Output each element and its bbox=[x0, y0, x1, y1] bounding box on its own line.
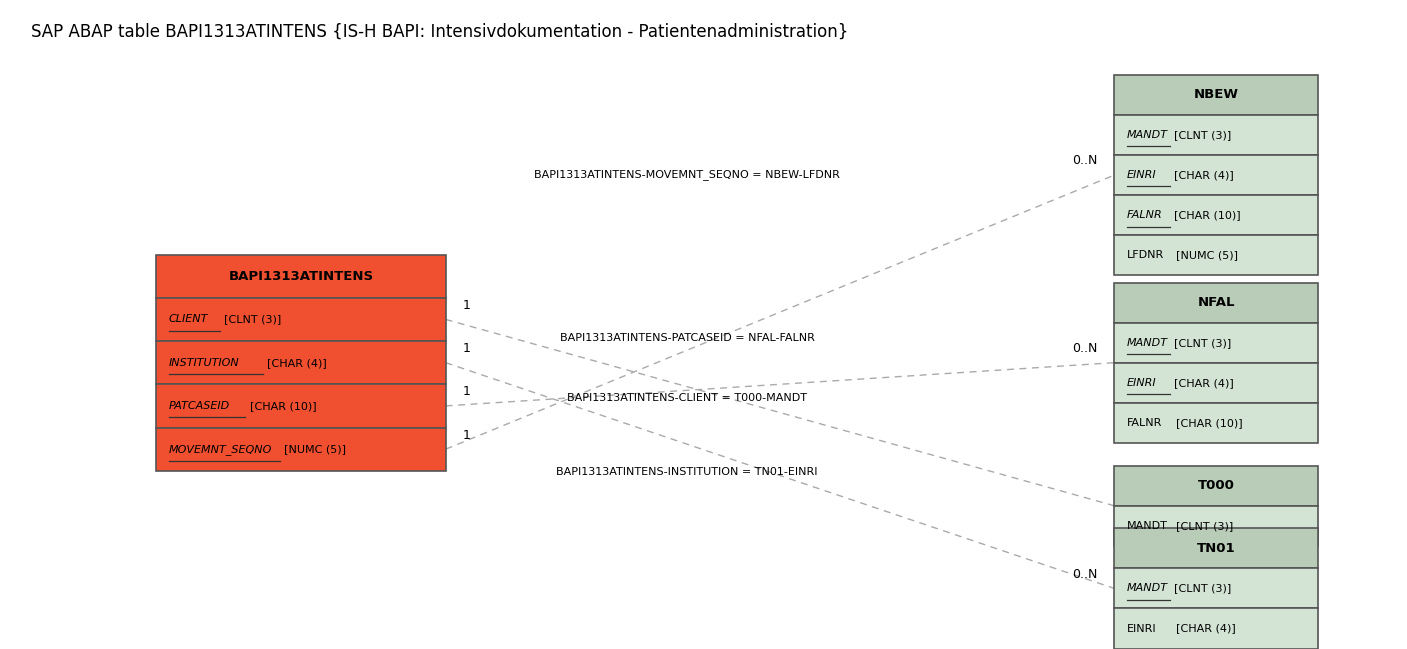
FancyBboxPatch shape bbox=[1114, 75, 1318, 115]
Text: FALNR: FALNR bbox=[1127, 210, 1162, 220]
FancyBboxPatch shape bbox=[156, 298, 446, 341]
FancyBboxPatch shape bbox=[1114, 235, 1318, 275]
Text: [CHAR (4)]: [CHAR (4)] bbox=[1173, 378, 1234, 387]
Text: MANDT: MANDT bbox=[1127, 520, 1168, 531]
FancyBboxPatch shape bbox=[1114, 115, 1318, 155]
Text: BAPI1313ATINTENS-INSTITUTION = TN01-EINRI: BAPI1313ATINTENS-INSTITUTION = TN01-EINR… bbox=[556, 467, 817, 477]
Text: [CHAR (4)]: [CHAR (4)] bbox=[267, 358, 326, 368]
FancyBboxPatch shape bbox=[1114, 528, 1318, 569]
Text: [CHAR (4)]: [CHAR (4)] bbox=[1173, 170, 1234, 180]
Text: PATCASEID: PATCASEID bbox=[169, 401, 229, 411]
Text: 1: 1 bbox=[461, 342, 470, 355]
Text: INSTITUTION: INSTITUTION bbox=[169, 358, 239, 368]
Text: FALNR: FALNR bbox=[1127, 418, 1162, 428]
Text: EINRI: EINRI bbox=[1127, 170, 1157, 180]
FancyBboxPatch shape bbox=[1114, 155, 1318, 195]
FancyBboxPatch shape bbox=[1114, 506, 1318, 546]
Text: [NUMC (5)]: [NUMC (5)] bbox=[284, 444, 346, 454]
Text: 1: 1 bbox=[461, 428, 470, 441]
Text: NFAL: NFAL bbox=[1197, 296, 1235, 309]
Text: EINRI: EINRI bbox=[1127, 378, 1157, 387]
Text: [CLNT (3)]: [CLNT (3)] bbox=[1173, 337, 1231, 348]
FancyBboxPatch shape bbox=[1114, 609, 1318, 648]
Text: MOVEMNT_SEQNO: MOVEMNT_SEQNO bbox=[169, 444, 272, 454]
FancyBboxPatch shape bbox=[1114, 466, 1318, 506]
Text: [CHAR (10)]: [CHAR (10)] bbox=[1173, 210, 1241, 220]
Text: BAPI1313ATINTENS: BAPI1313ATINTENS bbox=[228, 270, 373, 283]
FancyBboxPatch shape bbox=[1114, 282, 1318, 323]
Text: EINRI: EINRI bbox=[1127, 624, 1157, 633]
Text: 0..N: 0..N bbox=[1072, 154, 1097, 167]
Text: BAPI1313ATINTENS-PATCASEID = NFAL-FALNR: BAPI1313ATINTENS-PATCASEID = NFAL-FALNR bbox=[560, 334, 815, 343]
FancyBboxPatch shape bbox=[156, 341, 446, 384]
FancyBboxPatch shape bbox=[156, 254, 446, 298]
Text: SAP ABAP table BAPI1313ATINTENS {IS-H BAPI: Intensivdokumentation - Patientenadm: SAP ABAP table BAPI1313ATINTENS {IS-H BA… bbox=[31, 22, 848, 40]
Text: NBEW: NBEW bbox=[1195, 88, 1240, 101]
Text: MANDT: MANDT bbox=[1127, 130, 1168, 140]
Text: 0..N: 0..N bbox=[1072, 342, 1097, 355]
FancyBboxPatch shape bbox=[1114, 195, 1318, 235]
FancyBboxPatch shape bbox=[156, 384, 446, 428]
Text: 0..N: 0..N bbox=[1072, 568, 1097, 581]
Text: T000: T000 bbox=[1197, 479, 1235, 492]
Text: CLIENT: CLIENT bbox=[169, 314, 208, 324]
Text: [CLNT (3)]: [CLNT (3)] bbox=[1173, 130, 1231, 140]
Text: [CHAR (10)]: [CHAR (10)] bbox=[249, 401, 317, 411]
Text: [CLNT (3)]: [CLNT (3)] bbox=[1176, 520, 1233, 531]
Text: 1: 1 bbox=[461, 386, 470, 398]
Text: MANDT: MANDT bbox=[1127, 337, 1168, 348]
Text: [NUMC (5)]: [NUMC (5)] bbox=[1176, 250, 1238, 260]
Text: BAPI1313ATINTENS-MOVEMNT_SEQNO = NBEW-LFDNR: BAPI1313ATINTENS-MOVEMNT_SEQNO = NBEW-LF… bbox=[535, 169, 840, 180]
FancyBboxPatch shape bbox=[1114, 363, 1318, 403]
Text: LFDNR: LFDNR bbox=[1127, 250, 1164, 260]
Text: [CHAR (10)]: [CHAR (10)] bbox=[1176, 418, 1242, 428]
Text: [CLNT (3)]: [CLNT (3)] bbox=[1173, 583, 1231, 593]
FancyBboxPatch shape bbox=[1114, 403, 1318, 443]
FancyBboxPatch shape bbox=[156, 428, 446, 471]
Text: TN01: TN01 bbox=[1197, 542, 1235, 555]
Text: 1: 1 bbox=[461, 299, 470, 312]
Text: [CHAR (4)]: [CHAR (4)] bbox=[1176, 624, 1235, 633]
FancyBboxPatch shape bbox=[1114, 323, 1318, 363]
FancyBboxPatch shape bbox=[1114, 569, 1318, 609]
Text: [CLNT (3)]: [CLNT (3)] bbox=[224, 314, 281, 324]
Text: MANDT: MANDT bbox=[1127, 583, 1168, 593]
Text: BAPI1313ATINTENS-CLIENT = T000-MANDT: BAPI1313ATINTENS-CLIENT = T000-MANDT bbox=[567, 393, 808, 402]
